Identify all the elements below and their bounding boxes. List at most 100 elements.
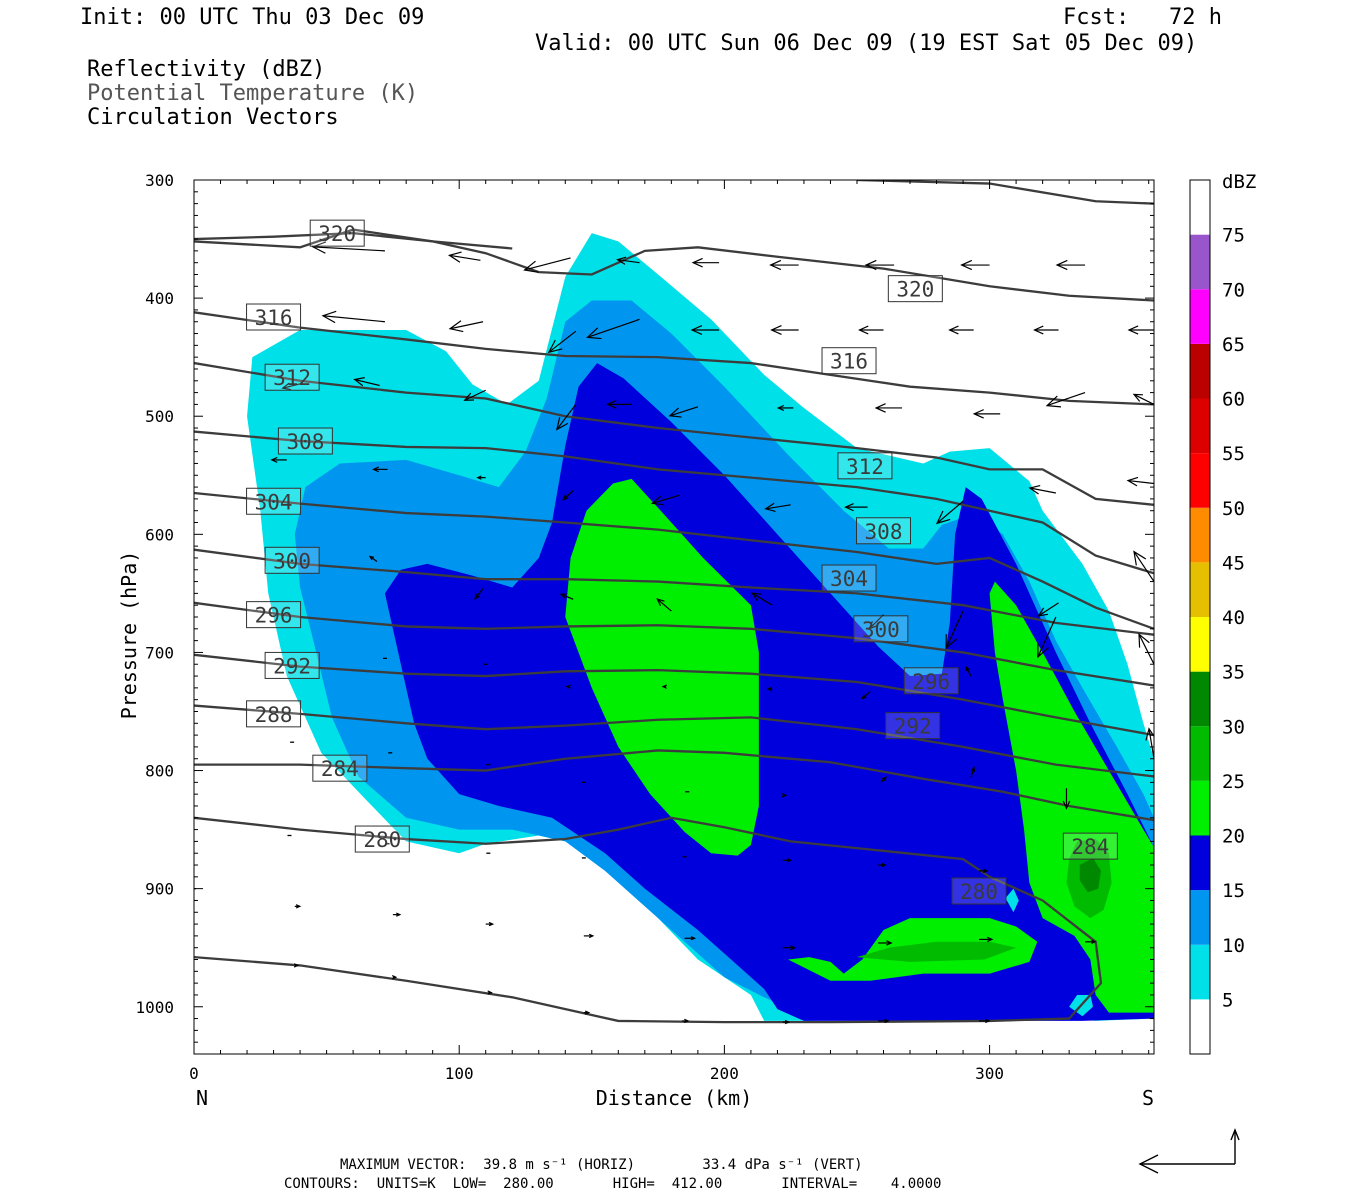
circulation-vector [766, 686, 773, 692]
circulation-vector [1127, 325, 1154, 335]
circulation-vector [583, 1010, 591, 1015]
dbz-colorbar: 5 10 15 20 25 30 35 40 45 50 55 60 65 70 75 [1189, 179, 1245, 1055]
circulation-vector [750, 592, 773, 606]
circulation-vector [1037, 616, 1057, 659]
reference-vector-icon [1138, 1128, 1240, 1174]
theta-contour-label: 296 [246, 601, 302, 629]
label-text: 296 [255, 604, 293, 628]
label-box [853, 615, 909, 643]
vector-head [948, 325, 959, 335]
vector-head [844, 503, 854, 512]
vector-shaft [560, 593, 574, 600]
label-text: 304 [255, 490, 293, 514]
vector-head [281, 382, 291, 391]
field-label-theta: Potential Temperature (K) [87, 81, 419, 106]
label-box [246, 487, 302, 515]
vector-shaft [1029, 487, 1056, 494]
vector-head [972, 409, 984, 419]
label-text: 320 [318, 222, 356, 246]
label-box [903, 667, 959, 695]
reflectivity-region-15dbz [384, 363, 1154, 1021]
colorbar-tick-label: 30 [1222, 716, 1245, 738]
circulation-vector [782, 1019, 791, 1025]
theta-contour-284 [194, 749, 1154, 822]
circulation-vector [864, 259, 895, 271]
footer-contours: CONTOURS: UNITS=K LOW= 280.00 HIGH= 412.… [284, 1176, 942, 1192]
vector-head [488, 921, 495, 927]
y-tick-label: 500 [145, 407, 174, 426]
vector-shaft [669, 406, 699, 417]
colorbar-frame [1189, 179, 1211, 1055]
footer-max-vector: MAXIMUM VECTOR: 39.8 m s⁻¹ (HORIZ) 33.4 … [340, 1157, 863, 1173]
vector-head [295, 904, 302, 909]
label-box [246, 601, 302, 629]
south-label: S [1142, 1086, 1154, 1110]
y-tick-label: 700 [145, 643, 174, 662]
label-box [264, 546, 320, 574]
theta-contour-label: 308 [277, 427, 333, 455]
vector-head [965, 665, 970, 672]
vector-head [750, 592, 762, 602]
circulation-vector [878, 1018, 890, 1024]
label-box [821, 564, 877, 592]
colorbar-segment [1190, 289, 1210, 344]
vector-head [616, 256, 627, 265]
theta-contour-320 [194, 231, 1154, 302]
circulation-vector [616, 256, 640, 265]
theta-contour-304 [194, 491, 1154, 630]
theta-contour-label: 316 [246, 303, 302, 331]
vector-shaft [965, 666, 972, 677]
y-tick-label: 600 [145, 525, 174, 544]
vector-shaft [1038, 602, 1059, 617]
vector-head [391, 975, 398, 980]
circulation-vector [770, 325, 799, 335]
label-text: 288 [255, 703, 293, 727]
axes: 300 400 500 600 700 800 900 1000 0 100 200 300 [135, 171, 1154, 1083]
vector-shaft [869, 614, 884, 630]
vector-head [463, 392, 475, 401]
vector-head [881, 862, 887, 868]
circulation-vector [281, 382, 303, 391]
colorbar-tick-label: 25 [1222, 771, 1245, 793]
vector-shaft [1037, 616, 1057, 658]
circulation-vector [476, 475, 486, 480]
vector-head [606, 399, 617, 409]
vector-head [353, 377, 365, 387]
vector-head [790, 945, 797, 951]
vector-head [886, 940, 893, 946]
x-tick-label: 200 [710, 1064, 739, 1083]
theta-contour-label: 320 [887, 275, 943, 303]
colorbar-tick-label: 40 [1222, 607, 1245, 629]
vector-head [770, 325, 782, 335]
vector-head [1127, 325, 1139, 335]
vector-shaft [970, 767, 975, 778]
circulation-vector [769, 259, 799, 271]
theta-contour-label: 284 [1062, 832, 1118, 860]
vector-shaft [354, 378, 380, 387]
vector-head [668, 407, 682, 418]
vector-shaft [449, 254, 481, 261]
circulation-vector [1138, 632, 1154, 665]
label-text: 308 [865, 520, 903, 544]
vector-head [784, 1019, 791, 1025]
x-axis-label: Distance (km) [596, 1086, 753, 1110]
colorbar-tick-label: 10 [1222, 935, 1245, 957]
circulation-vector [690, 325, 720, 335]
colorbar-tick-label: 45 [1222, 552, 1245, 574]
circulation-vector [858, 325, 884, 335]
circulation-vectors [194, 241, 1154, 1025]
label-box [277, 427, 333, 455]
vector-head [368, 555, 375, 561]
circulation-vector [606, 399, 632, 409]
circulation-vector [270, 456, 287, 463]
circulation-vector [391, 975, 398, 980]
vector-head [945, 634, 957, 650]
x-tick-label: 300 [975, 1064, 1004, 1083]
circulation-vector [474, 588, 484, 600]
vector-head [960, 259, 973, 271]
circulation-vector [945, 610, 964, 650]
theta-contour-300 [194, 548, 1154, 636]
colorbar-segment [1190, 398, 1210, 454]
vector-shaft [322, 315, 385, 323]
vector-head [547, 339, 563, 354]
